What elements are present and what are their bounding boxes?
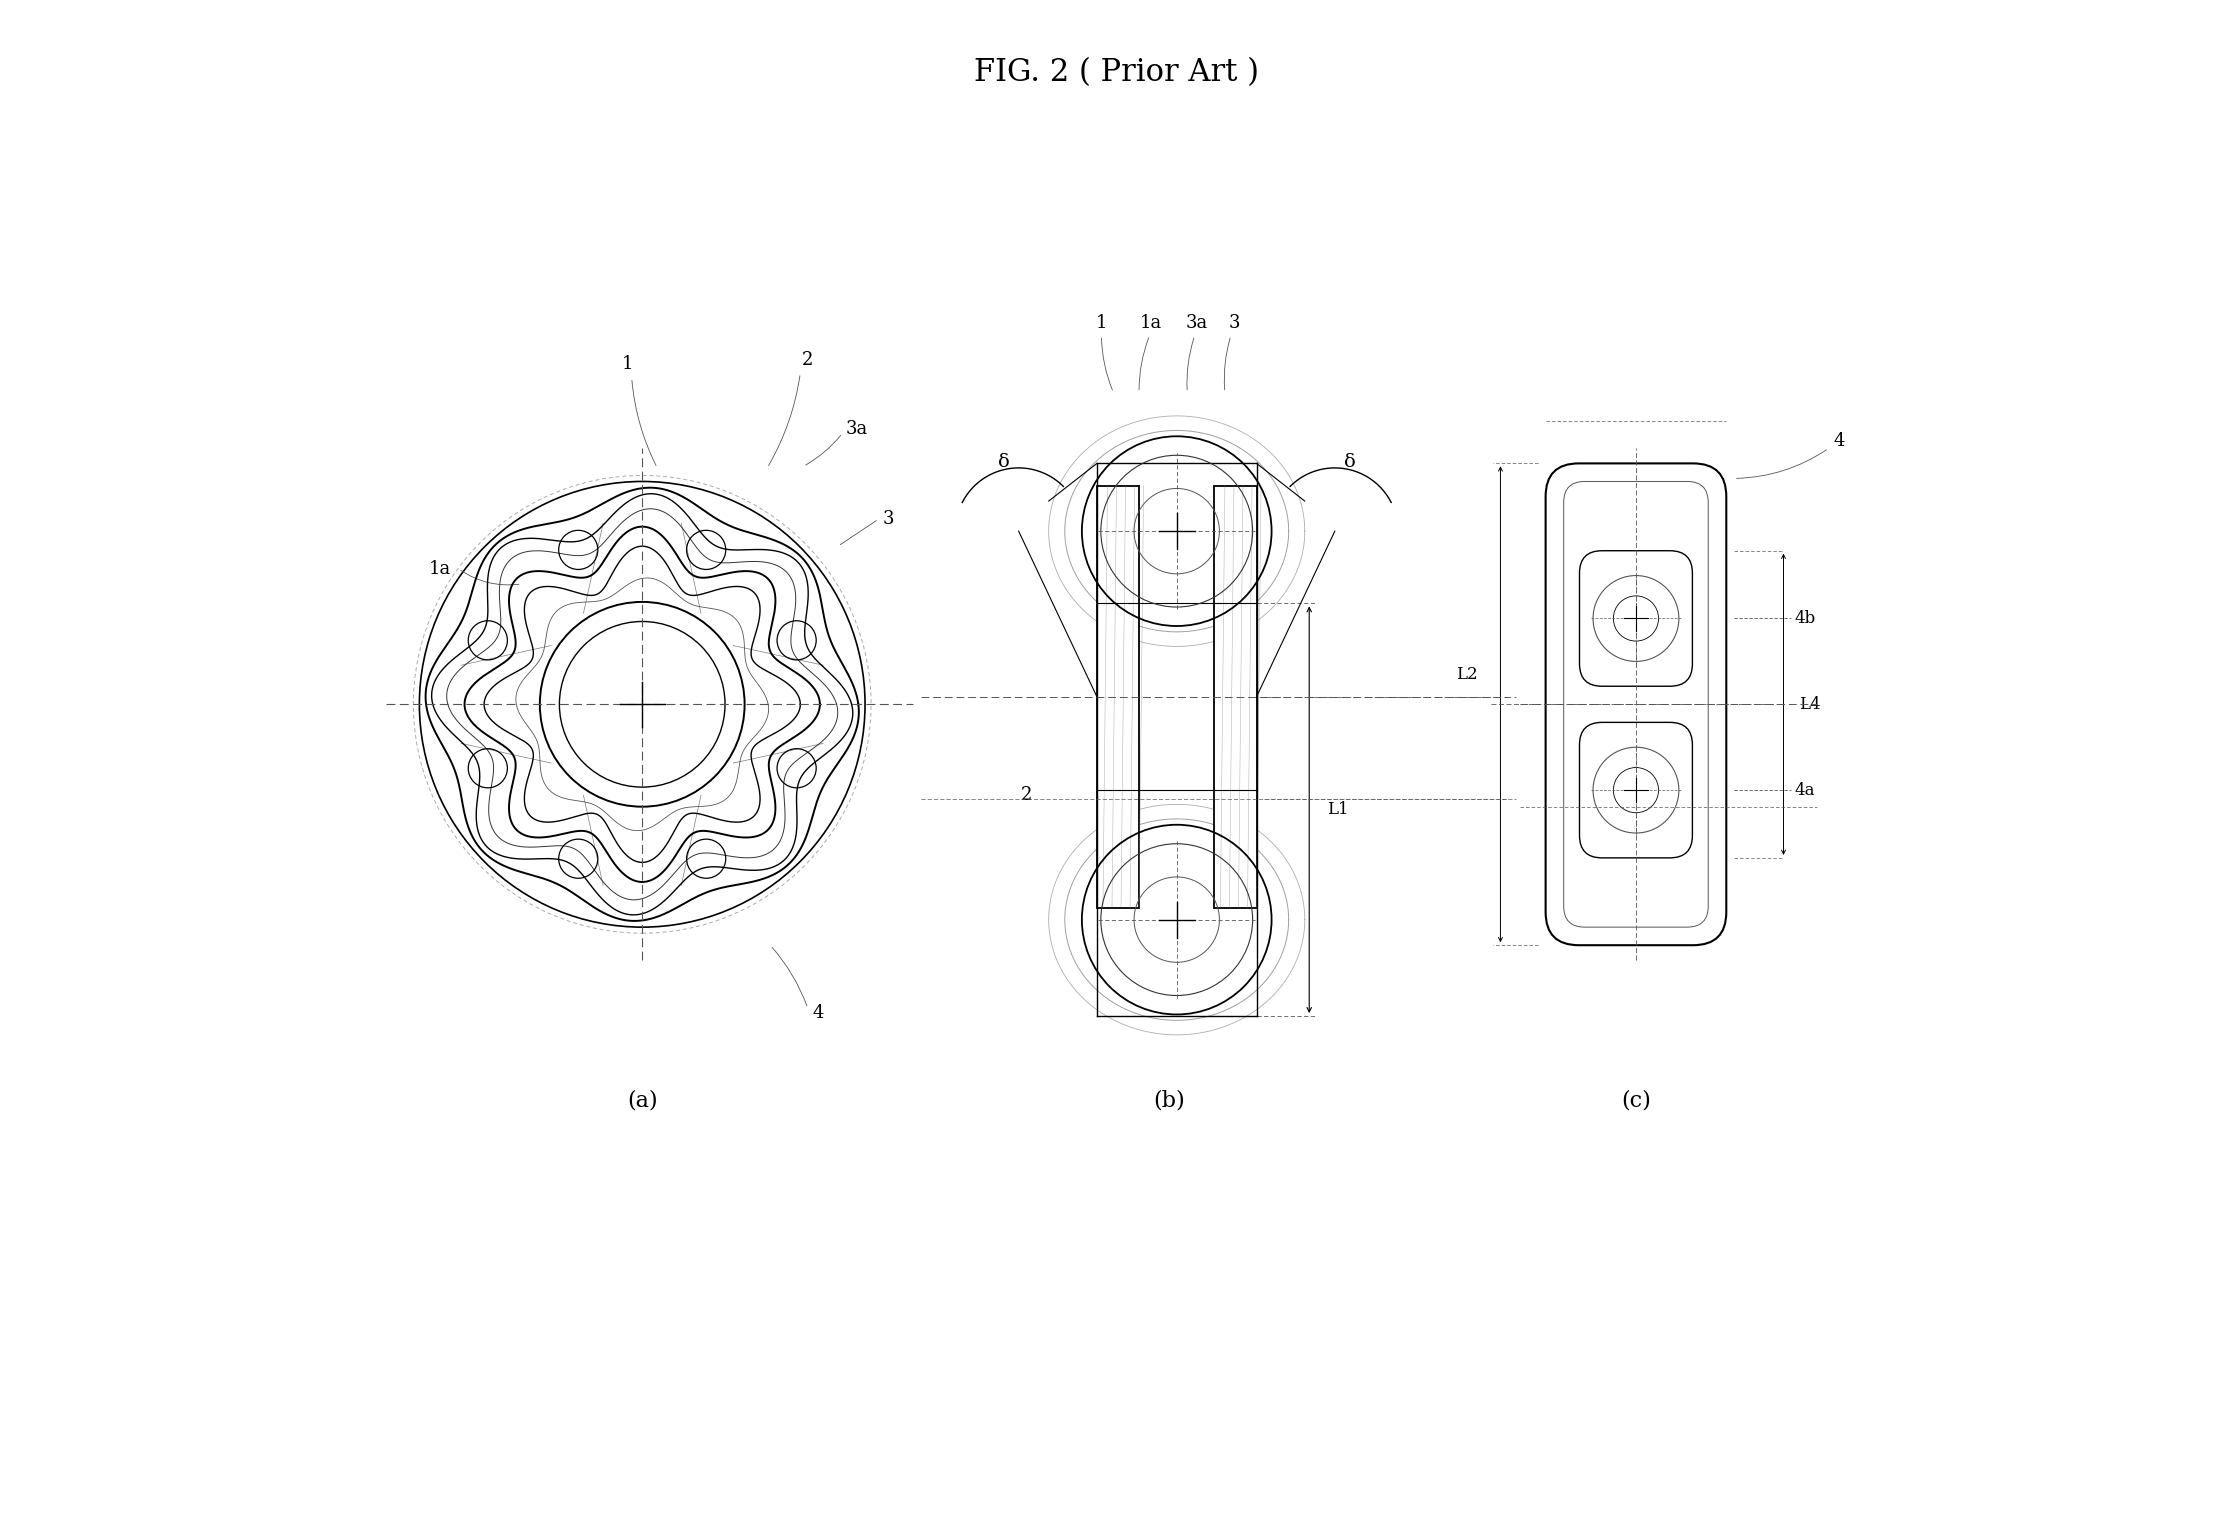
Text: L4: L4 [1798, 696, 1820, 713]
Text: FIG. 2 ( Prior Art ): FIG. 2 ( Prior Art ) [974, 58, 1259, 88]
Text: (b): (b) [1152, 1089, 1186, 1111]
Text: 4: 4 [813, 1004, 824, 1022]
FancyBboxPatch shape [1563, 481, 1708, 927]
Text: 1: 1 [1096, 315, 1108, 333]
Bar [1096, 486, 1139, 907]
Text: 3: 3 [882, 510, 895, 528]
Text: δ: δ [1344, 453, 1355, 471]
Text: (a): (a) [627, 1089, 657, 1111]
FancyBboxPatch shape [1545, 463, 1726, 945]
Text: 4b: 4b [1793, 610, 1815, 627]
Text: 1a: 1a [429, 560, 451, 578]
Text: 4a: 4a [1793, 781, 1815, 798]
Text: 3a: 3a [1186, 315, 1208, 333]
FancyBboxPatch shape [1579, 722, 1693, 858]
Text: 3a: 3a [846, 419, 869, 438]
Text: 2: 2 [1020, 786, 1032, 804]
Text: L2: L2 [1456, 666, 1478, 683]
Text: 4: 4 [1833, 431, 1844, 450]
Bar [1215, 486, 1257, 907]
Text: 2: 2 [802, 351, 813, 368]
FancyBboxPatch shape [1579, 551, 1693, 686]
Text: 3: 3 [1228, 315, 1239, 333]
Text: L1: L1 [1326, 801, 1349, 818]
Text: 1: 1 [621, 356, 632, 372]
Text: δ: δ [998, 453, 1009, 471]
Text: 1a: 1a [1141, 315, 1161, 333]
Text: (c): (c) [1621, 1089, 1650, 1111]
